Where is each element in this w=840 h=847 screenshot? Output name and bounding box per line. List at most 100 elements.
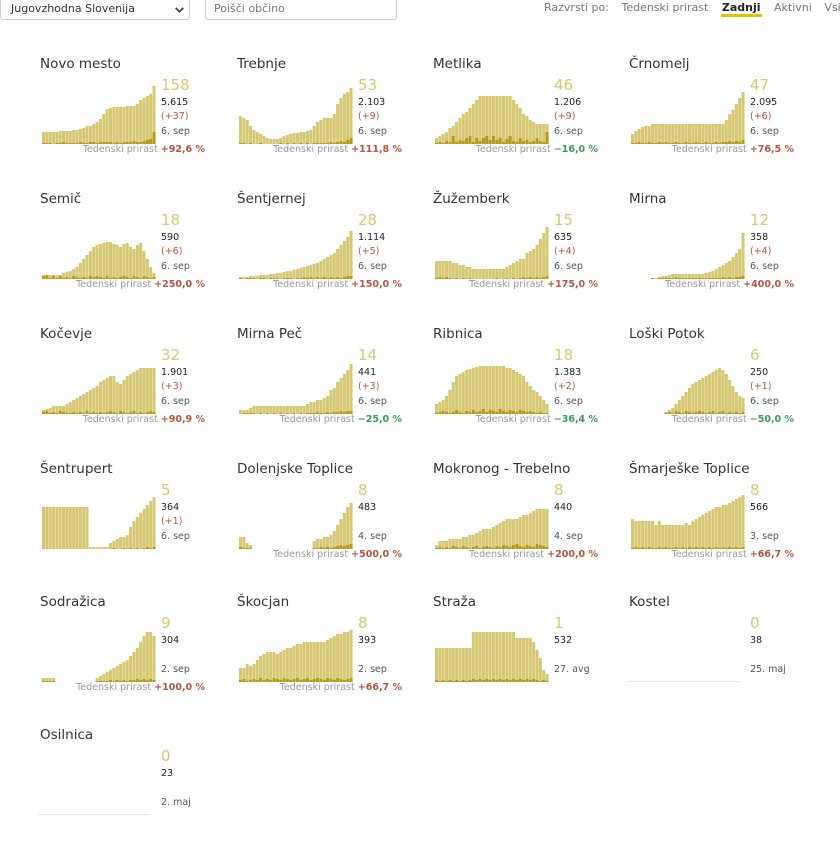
chart-bar-new (445, 141, 449, 144)
chart-bar (239, 410, 242, 414)
chart-bar (279, 406, 283, 414)
municipality-card[interactable]: Šentjernej 28 1.114 (+5) 6. sep Tedenski prir… (237, 191, 402, 311)
municipality-card[interactable]: Sodražica 9 304 2. sep Tedenski prirast +100… (40, 594, 205, 714)
chart-bar (542, 400, 546, 414)
chart-bar (249, 126, 253, 144)
municipality-card[interactable]: Ribnica 18 1.383 (+2) 6. sep Tedenski prirast… (433, 326, 598, 446)
chart-bar-new (694, 278, 698, 279)
chart-bar-new (142, 548, 146, 549)
weekly-trend-value: +100,0 % (154, 682, 205, 693)
chart-bar-new (98, 412, 102, 414)
municipality-card[interactable]: Žužemberk 15 635 (+4) 6. sep Tedenski prirast… (433, 191, 598, 311)
chart-bar-new (528, 277, 532, 279)
weekly-trend-label: Tedenski prirast (76, 279, 152, 290)
municipality-name: Osilnica (40, 727, 94, 743)
chart-bar-new (455, 410, 459, 414)
weekly-trend: Tedenski prirast −36,4 % (476, 414, 598, 425)
chart-bar (465, 648, 469, 682)
chart-bar (721, 505, 725, 549)
chart-bar-new (48, 681, 52, 682)
chart-bar (455, 263, 459, 279)
chart-bar (687, 274, 691, 279)
chart-bar-new (542, 413, 546, 414)
municipality-card[interactable]: Kostel 0 38 25. maj (627, 594, 794, 714)
sort-option-tedenski-prirast[interactable]: Tedenski prirast (621, 1, 709, 14)
municipality-card[interactable]: Osilnica 0 23 2. maj (38, 727, 205, 847)
chart-bar (691, 124, 695, 144)
chart-bar-new (336, 546, 340, 549)
chart-bar (458, 118, 462, 144)
chart-bar-new (674, 547, 678, 549)
chart-bar (734, 499, 738, 549)
municipality-card[interactable]: Mirna Peč 14 441 (+3) 6. sep Tedenski prirast… (237, 326, 402, 446)
chart-bar (329, 255, 333, 279)
chart-bar-new (461, 141, 465, 144)
chart-bar-new (329, 413, 333, 414)
chart-bar-new (512, 545, 516, 549)
municipality-card[interactable]: Dolenjske Toplice 8 483 4. sep Tedenski prir… (237, 461, 402, 581)
chart-bar-new (65, 143, 69, 144)
chart-bar (329, 390, 333, 414)
chart-bar-new (122, 142, 126, 144)
municipality-card[interactable]: Trebnje 53 2.103 (+9) 6. sep Tedenski prirast… (237, 56, 402, 176)
chart-bar (65, 404, 69, 414)
chart-bar-new (45, 411, 49, 414)
chart-bar (698, 274, 701, 279)
chart-bar-new (687, 412, 691, 414)
chart-bar (465, 267, 469, 279)
chart-bar (316, 539, 320, 549)
chart-bar (346, 237, 350, 279)
municipality-card[interactable]: Škocjan 8 393 2. sep Tedenski prirast +66,7 … (237, 594, 402, 714)
chart-bar-new (724, 142, 728, 144)
chart-bar (119, 107, 123, 144)
chart-bar (279, 138, 283, 144)
chart-bar (316, 122, 320, 144)
chart-bar (488, 269, 492, 279)
municipality-card[interactable]: Loški Potok 6 250 (+1) 6. sep Tedenski priras… (629, 326, 794, 446)
chart-bar (508, 632, 512, 682)
chart-bar-new (142, 679, 146, 682)
chart-bar (282, 650, 286, 682)
sort-option-vsi[interactable]: Vsi (824, 1, 840, 14)
municipality-card[interactable]: Metlika 46 1.206 (+9) 6. sep Tedenski prirast… (433, 56, 598, 176)
municipality-card[interactable]: Šentrupert 5 364 (+1) 6. sep (40, 461, 205, 581)
chart-bar-new (667, 143, 671, 144)
chart-bar-new (488, 410, 492, 414)
municipality-card[interactable]: Novo mesto 158 5.615 (+37) 6. sep Tedenski pr… (40, 56, 205, 176)
chart-bar (342, 513, 346, 549)
chart-bar (471, 535, 475, 549)
last-date: 6. sep (161, 531, 190, 542)
chart-bar (441, 134, 445, 144)
chart-bar (105, 242, 109, 279)
chart-bar-new (465, 681, 469, 682)
chart-bar-new (435, 278, 438, 279)
chart-bar (508, 519, 512, 549)
municipality-card[interactable]: Semič 18 590 (+6) 6. sep Tedenski prirast +25… (40, 191, 205, 311)
weekly-trend-value: −36,4 % (553, 414, 598, 425)
chart-bar-new (475, 138, 479, 144)
municipality-card[interactable]: Mokronog - Trebelno 8 440 4. sep Tedenski pr… (433, 461, 598, 581)
sort-option-zadnji[interactable]: Zadnji (720, 2, 762, 17)
municipality-card[interactable]: Kočevje 32 1.901 (+3) 6. sep Tedenski prirast… (40, 326, 205, 446)
municipality-card[interactable]: Šmarješke Toplice 8 566 3. sep Tedenski prir… (629, 461, 794, 581)
chart-bar (102, 243, 106, 279)
sparkline-chart (239, 630, 353, 682)
chart-bar-new (478, 141, 482, 144)
chart-bar (691, 384, 695, 414)
chart-bar (435, 545, 438, 549)
chart-bar (299, 132, 303, 144)
municipality-card[interactable]: Mirna 12 358 (+4) 6. sep Tedenski prirast +40… (629, 191, 794, 311)
chart-bar (102, 547, 106, 549)
chart-bar (495, 96, 499, 144)
chart-bar-new (152, 277, 156, 279)
municipality-card[interactable]: Črnomelj 47 2.095 (+6) 6. sep Tedenski priras… (629, 56, 794, 176)
municipality-card[interactable]: Straža 1 532 27. avg (433, 594, 598, 714)
region-select[interactable]: Jugovzhodna Slovenija (0, 0, 190, 20)
weekly-trend-value: −25,0 % (357, 414, 402, 425)
sort-option-aktivni[interactable]: Aktivni (774, 1, 812, 14)
search-input[interactable]: Poišči občino (205, 0, 397, 20)
chart-bar (522, 114, 526, 144)
chart-bar-new (135, 413, 139, 414)
chart-bar-new (295, 278, 299, 279)
chart-bar (92, 124, 96, 144)
